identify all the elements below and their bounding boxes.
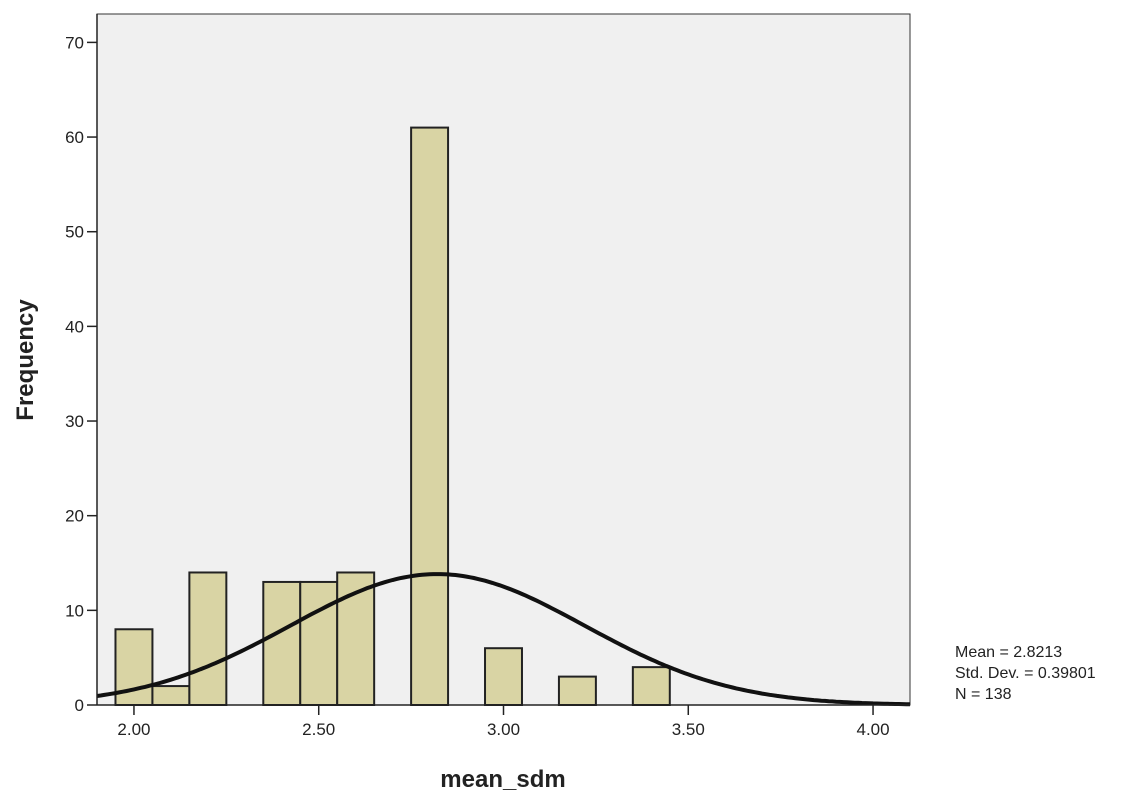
histogram-bar-2 [151,685,191,706]
histogram-bar-15 [631,666,671,706]
histogram-bar-13 [557,675,597,706]
x-tick-label-3: 3.50 [672,720,705,739]
y-tick-label-2: 20 [65,507,84,526]
y-tick-label-5: 50 [65,223,84,242]
histogram-bar-6 [299,580,339,706]
y-tick-label-6: 60 [65,128,84,147]
axes-layer: 0 10 20 30 40 50 60 70 2.00 2.50 3.00 3.50 4.00 [65,14,910,739]
stat-mean: Mean = 2.8213 [955,644,1062,661]
y-tick-label-1: 10 [65,601,84,620]
x-tick-label-2: 3.00 [487,720,520,739]
x-axis-title: mean_sdm [440,766,565,793]
y-tick-label-7: 70 [65,33,84,52]
plot-area [96,13,911,706]
y-tick-label-4: 40 [65,317,84,336]
stat-std-dev: Std. Dev. = 0.39801 [955,665,1096,682]
histogram-bar-9 [410,126,450,706]
histogram-bar-3 [188,571,228,706]
curve-layer [96,572,910,707]
y-tick-label-0: 0 [75,696,84,715]
x-tick-label-1: 2.50 [302,720,335,739]
histogram-bar-5 [262,580,302,706]
histogram-bar-11 [484,647,523,707]
x-tick-label-0: 2.00 [117,720,150,739]
y-tick-label-3: 30 [65,412,84,431]
y-axis-title: Frequency [12,299,39,421]
x-tick-label-4: 4.00 [856,720,889,739]
normal-curve [96,572,910,707]
stat-n: N = 138 [955,686,1012,703]
